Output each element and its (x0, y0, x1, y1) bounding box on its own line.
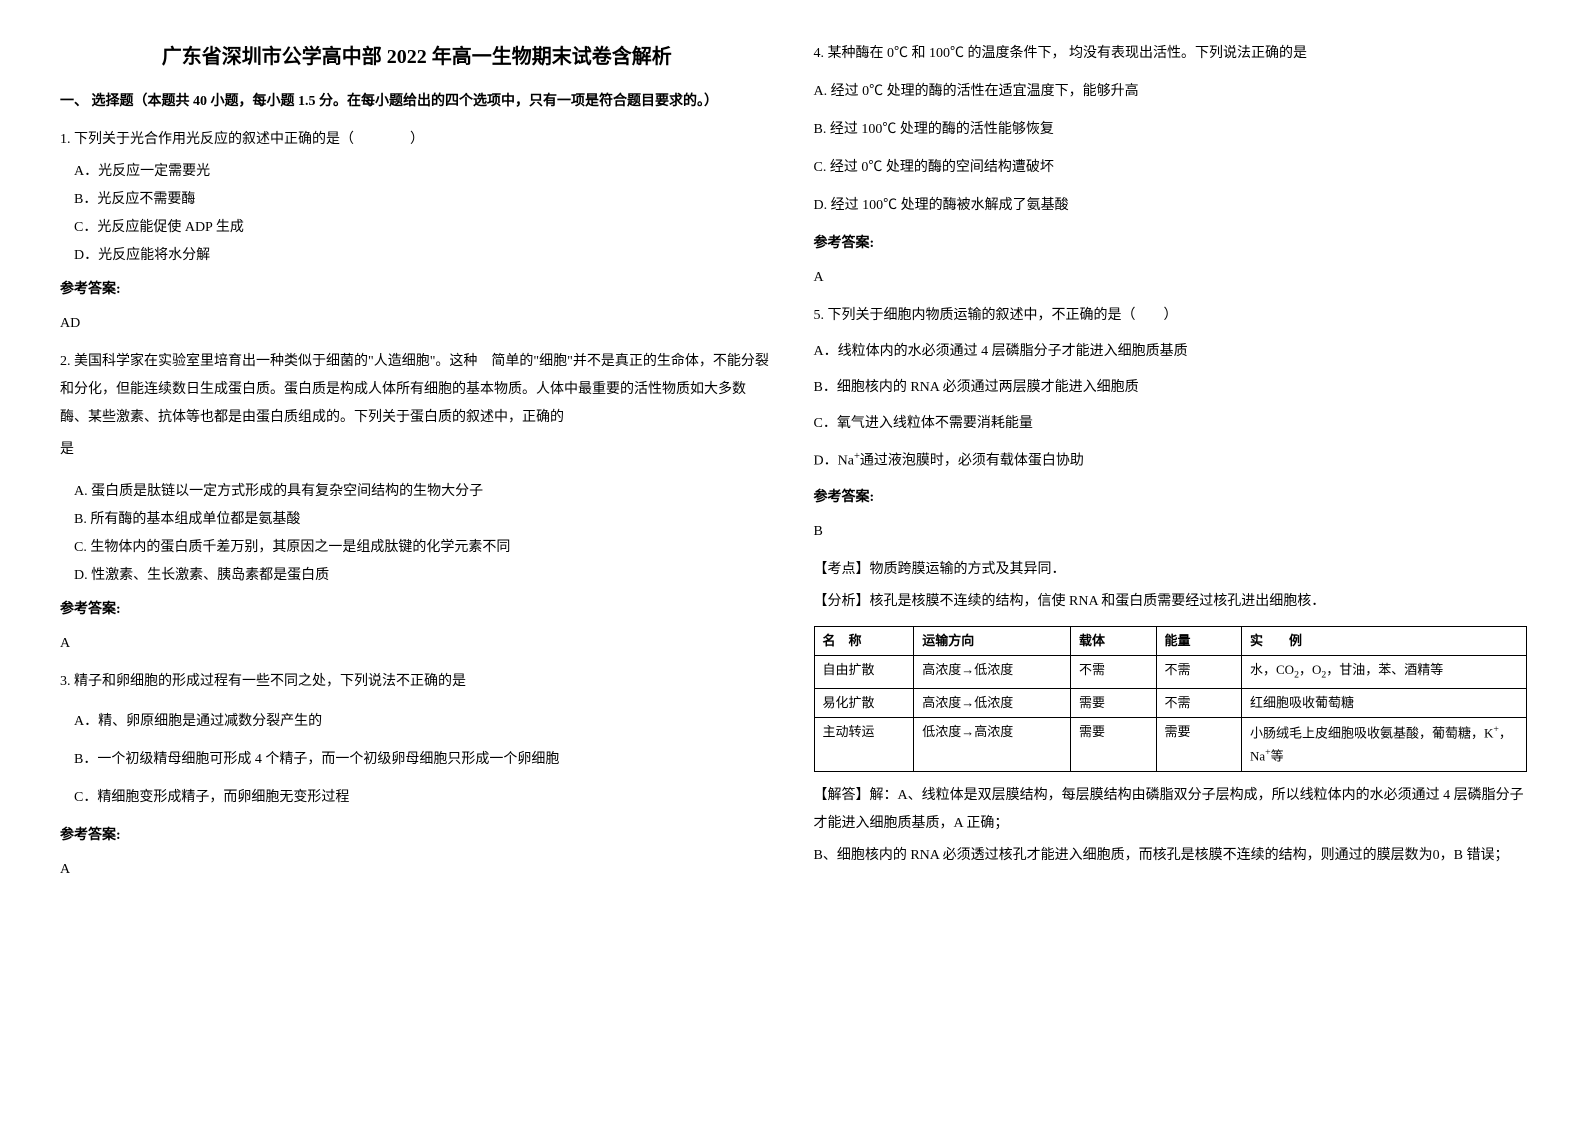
q5-analysis: 【分析】核孔是核膜不连续的结构，信使 RNA 和蛋白质需要经过核孔进出细胞核． (814, 588, 1528, 616)
q3-option-c: C．精细胞变形成精子，而卵细胞无变形过程 (60, 784, 774, 812)
r3-example: 小肠绒毛上皮细胞吸收氨基酸，葡萄糖，K+，Na+等 (1242, 718, 1527, 771)
question-3: 3. 精子和卵细胞的形成过程有一些不同之处，下列说法不正确的是 A．精、卵原细胞… (60, 668, 774, 884)
transport-table: 名 称 运输方向 载体 能量 实 例 自由扩散 高浓度→低浓度 不需 不需 水，… (814, 626, 1528, 772)
q3-option-b: B．一个初级精母细胞可形成 4 个精子，而一个初级卵母细胞只形成一个卵细胞 (60, 746, 774, 774)
r1-carrier: 不需 (1071, 656, 1157, 688)
q2-option-d: D. 性激素、生长激素、胰岛素都是蛋白质 (60, 562, 774, 590)
q5-answer: B (814, 518, 1528, 546)
document-title: 广东省深圳市公学高中部 2022 年高一生物期末试卷含解析 (60, 40, 774, 69)
right-column: 4. 某种酶在 0℃ 和 100℃ 的温度条件下， 均没有表现出活性。下列说法正… (814, 40, 1528, 894)
q4-stem: 4. 某种酶在 0℃ 和 100℃ 的温度条件下， 均没有表现出活性。下列说法正… (814, 40, 1528, 68)
q2-option-c: C. 生物体内的蛋白质千差万别，其原因之一是组成肽键的化学元素不同 (60, 534, 774, 562)
r1-energy: 不需 (1156, 656, 1242, 688)
r3-carrier: 需要 (1071, 718, 1157, 771)
th-energy: 能量 (1156, 626, 1242, 656)
r3-name: 主动转运 (814, 718, 914, 771)
r3-energy: 需要 (1156, 718, 1242, 771)
q2-answer-label: 参考答案: (60, 596, 774, 624)
th-example: 实 例 (1242, 626, 1527, 656)
q5-stem: 5. 下列关于细胞内物质运输的叙述中，不正确的是（ ） (814, 302, 1528, 330)
r1-ex-p3: ，甘油，苯、酒精等 (1326, 662, 1443, 677)
r1-example: 水，CO2，O2，甘油，苯、酒精等 (1242, 656, 1527, 688)
q4-answer: A (814, 264, 1528, 292)
q1-answer-label: 参考答案: (60, 276, 774, 304)
question-1: 1. 下列关于光合作用光反应的叙述中正确的是（ ） A．光反应一定需要光 B．光… (60, 126, 774, 338)
q3-answer-label: 参考答案: (60, 822, 774, 850)
q4-option-b: B. 经过 100℃ 处理的酶的活性能够恢复 (814, 116, 1528, 144)
r1-ex-p2: ，O (1299, 662, 1321, 677)
q2-stem-2: 是 (60, 436, 774, 464)
th-name: 名 称 (814, 626, 914, 656)
q4-answer-label: 参考答案: (814, 230, 1528, 258)
q3-option-a: A．精、卵原细胞是通过减数分裂产生的 (60, 708, 774, 736)
q1-option-c: C．光反应能促使 ADP 生成 (60, 214, 774, 242)
q1-answer: AD (60, 310, 774, 338)
question-5: 5. 下列关于细胞内物质运输的叙述中，不正确的是（ ） A．线粒体内的水必须通过… (814, 302, 1528, 870)
q5-d-pre: D．Na (814, 454, 854, 469)
q3-answer: A (60, 856, 774, 884)
r3-ex-p1: 小肠绒毛上皮细胞吸收氨基酸，葡萄糖，K (1250, 726, 1493, 741)
r1-direction: 高浓度→低浓度 (914, 656, 1071, 688)
q4-option-c: C. 经过 0℃ 处理的酶的空间结构遭破坏 (814, 154, 1528, 182)
left-column: 广东省深圳市公学高中部 2022 年高一生物期末试卷含解析 一、 选择题（本题共… (60, 40, 774, 894)
q5-option-c: C．氧气进入线粒体不需要消耗能量 (814, 410, 1528, 438)
q2-option-b: B. 所有酶的基本组成单位都是氨基酸 (60, 506, 774, 534)
section-header: 一、 选择题（本题共 40 小题，每小题 1.5 分。在每小题给出的四个选项中，… (60, 89, 774, 114)
th-carrier: 载体 (1071, 626, 1157, 656)
r2-example: 红细胞吸收葡萄糖 (1242, 688, 1527, 718)
table-row: 易化扩散 高浓度→低浓度 需要 不需 红细胞吸收葡萄糖 (814, 688, 1527, 718)
r2-direction: 高浓度→低浓度 (914, 688, 1071, 718)
table-header-row: 名 称 运输方向 载体 能量 实 例 (814, 626, 1527, 656)
q5-option-a: A．线粒体内的水必须通过 4 层磷脂分子才能进入细胞质基质 (814, 338, 1528, 366)
r3-ex-p3: 等 (1271, 748, 1284, 763)
r2-name: 易化扩散 (814, 688, 914, 718)
table-row: 主动转运 低浓度→高浓度 需要 需要 小肠绒毛上皮细胞吸收氨基酸，葡萄糖，K+，… (814, 718, 1527, 771)
q5-option-d: D．Na+通过液泡膜时，必须有载体蛋白协助 (814, 446, 1528, 476)
th-direction: 运输方向 (914, 626, 1071, 656)
q4-option-d: D. 经过 100℃ 处理的酶被水解成了氨基酸 (814, 192, 1528, 220)
q3-stem: 3. 精子和卵细胞的形成过程有一些不同之处，下列说法不正确的是 (60, 668, 774, 696)
r1-ex-p1: 水，CO (1250, 662, 1294, 677)
q1-option-d: D．光反应能将水分解 (60, 242, 774, 270)
r2-energy: 不需 (1156, 688, 1242, 718)
q5-exam-point: 【考点】物质跨膜运输的方式及其异同． (814, 556, 1528, 584)
q2-option-a: A. 蛋白质是肽链以一定方式形成的具有复杂空间结构的生物大分子 (60, 478, 774, 506)
q5-answer-label: 参考答案: (814, 484, 1528, 512)
question-4: 4. 某种酶在 0℃ 和 100℃ 的温度条件下， 均没有表现出活性。下列说法正… (814, 40, 1528, 292)
q1-stem: 1. 下列关于光合作用光反应的叙述中正确的是（ ） (60, 126, 774, 154)
r2-carrier: 需要 (1071, 688, 1157, 718)
table-row: 自由扩散 高浓度→低浓度 不需 不需 水，CO2，O2，甘油，苯、酒精等 (814, 656, 1527, 688)
r3-direction: 低浓度→高浓度 (914, 718, 1071, 771)
q5-explain-2: B、细胞核内的 RNA 必须透过核孔才能进入细胞质，而核孔是核膜不连续的结构，则… (814, 842, 1528, 870)
q2-answer: A (60, 630, 774, 658)
q4-option-a: A. 经过 0℃ 处理的酶的活性在适宜温度下，能够升高 (814, 78, 1528, 106)
question-2: 2. 美国科学家在实验室里培育出一种类似于细菌的"人造细胞"。这种 简单的"细胞… (60, 348, 774, 658)
q5-explain-1: 【解答】解：A、线粒体是双层膜结构，每层膜结构由磷脂双分子层构成，所以线粒体内的… (814, 782, 1528, 838)
q1-option-b: B．光反应不需要酶 (60, 186, 774, 214)
q2-stem-1: 2. 美国科学家在实验室里培育出一种类似于细菌的"人造细胞"。这种 简单的"细胞… (60, 348, 774, 432)
q5-option-b: B．细胞核内的 RNA 必须通过两层膜才能进入细胞质 (814, 374, 1528, 402)
q1-option-a: A．光反应一定需要光 (60, 158, 774, 186)
q5-d-post: 通过液泡膜时，必须有载体蛋白协助 (860, 454, 1084, 469)
r1-name: 自由扩散 (814, 656, 914, 688)
